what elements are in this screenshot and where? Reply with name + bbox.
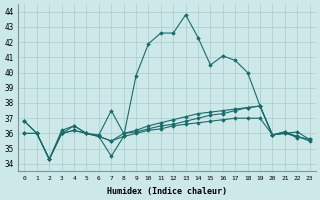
X-axis label: Humidex (Indice chaleur): Humidex (Indice chaleur) xyxy=(107,187,227,196)
